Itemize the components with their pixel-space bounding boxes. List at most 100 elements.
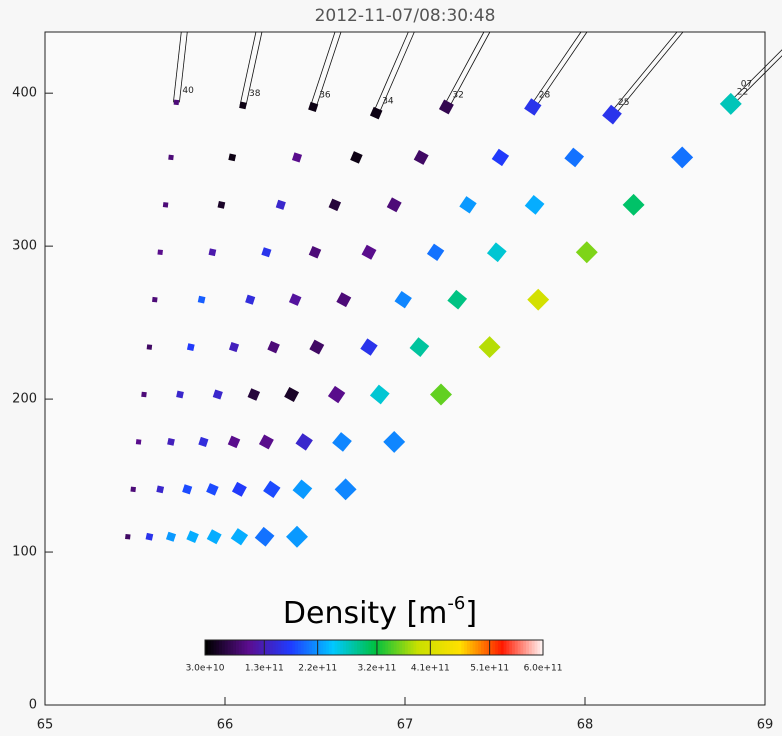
colorbar-segment (435, 640, 440, 655)
beam-label: 40 (182, 86, 194, 96)
field-line (173, 31, 182, 103)
colorbar-segment (357, 640, 361, 655)
density-cell (328, 198, 342, 212)
colorbar-segment (306, 640, 310, 655)
colorbar-segment (537, 640, 541, 655)
colorbar-segment (458, 640, 462, 655)
colorbar-segment (241, 640, 246, 655)
colorbar-segment (213, 640, 217, 655)
colorbar-segment (278, 640, 282, 655)
colorbar-segment (421, 640, 426, 655)
colorbar-segment (235, 640, 240, 655)
colorbar-segment (216, 640, 220, 655)
colorbar-segment (227, 640, 231, 655)
colorbar-segment (489, 640, 493, 655)
density-cell (360, 338, 378, 356)
colorbar-segment (337, 640, 341, 655)
density-cell (527, 288, 550, 311)
colorbar-segment (359, 640, 364, 655)
density-cell (284, 387, 300, 402)
density-cell (165, 531, 177, 542)
colorbar-segment (472, 640, 476, 655)
colorbar-segment (297, 640, 302, 655)
density-cell (447, 289, 468, 310)
density-cell (157, 249, 163, 256)
colorbar-segment (219, 640, 223, 655)
colorbar-segment (286, 640, 291, 655)
density-cell (491, 148, 510, 167)
colorbar-segment (343, 640, 347, 655)
x-tick-label: 69 (757, 718, 774, 733)
chart-title: 2012-11-07/08:30:48 (315, 6, 496, 26)
colorbar-segment (331, 640, 336, 655)
density-cell (198, 436, 209, 447)
density-cell (228, 342, 240, 353)
colorbar-segment (512, 640, 516, 655)
density-cell (141, 391, 147, 398)
x-tick-label: 67 (397, 718, 414, 733)
density-cell (146, 344, 153, 350)
density-cell (130, 486, 136, 493)
colorbar-segment (205, 640, 209, 655)
colorbar-segment (427, 640, 431, 655)
colorbar-segment (354, 640, 358, 655)
density-cell (413, 149, 429, 165)
colorbar-tick-label: 6.0e+11 (524, 664, 563, 674)
colorbar-segment (466, 640, 471, 655)
density-cell (386, 197, 402, 213)
colorbar-segment (402, 640, 406, 655)
y-tick-label: 100 (12, 545, 37, 560)
colorbar-segment (210, 640, 215, 655)
y-tick-label: 300 (12, 239, 37, 254)
colorbar-segment (365, 640, 369, 655)
colorbar-segment (351, 640, 355, 655)
density-cell (369, 106, 383, 120)
density-cell (275, 199, 286, 210)
colorbar-segment (362, 640, 367, 655)
field-line (245, 31, 263, 106)
field-line (179, 31, 188, 103)
colorbar-segment (269, 640, 274, 655)
colorbar-segment (334, 640, 338, 655)
density-cell (176, 390, 184, 399)
colorbar-segment (450, 640, 454, 655)
density-cell (217, 200, 226, 209)
colorbar-segment (481, 640, 485, 655)
density-cell (227, 435, 241, 449)
colorbar-segment (399, 640, 403, 655)
density-cell (459, 196, 477, 214)
colorbar-segment (292, 640, 296, 655)
density-cell (394, 290, 412, 309)
colorbar-segment (224, 640, 229, 655)
colorbar-tick-label: 5.1e+11 (470, 664, 509, 674)
density-cell (383, 430, 406, 453)
density-cell (292, 479, 313, 500)
colorbar-segment (379, 640, 384, 655)
colorbar-segment (404, 640, 409, 655)
density-cell (152, 296, 158, 303)
colorbar-tick-label: 4.1e+11 (411, 664, 450, 674)
colorbar-segment (509, 640, 513, 655)
field-line (529, 31, 582, 108)
colorbar-segment (528, 640, 533, 655)
density-cell (350, 151, 363, 164)
colorbar-segment (438, 640, 443, 655)
colorbar-segment (272, 640, 277, 655)
density-cell (254, 526, 275, 547)
field-line (315, 31, 342, 108)
colorbar-segment (396, 640, 400, 655)
colorbar-segment (382, 640, 386, 655)
colorbar-segment (340, 640, 344, 655)
density-cell (332, 432, 352, 452)
field-line (614, 31, 684, 115)
colorbar-segment (345, 640, 350, 655)
colorbar-segment (317, 640, 322, 655)
density-cell (267, 340, 280, 354)
field-line (733, 55, 782, 105)
colorbar-segment (500, 640, 505, 655)
density-cell (197, 295, 206, 304)
colorbar-segment (233, 640, 237, 655)
colorbar-title-sup: -6 (447, 593, 465, 614)
density-cell (245, 294, 256, 305)
density-cell (524, 194, 545, 215)
